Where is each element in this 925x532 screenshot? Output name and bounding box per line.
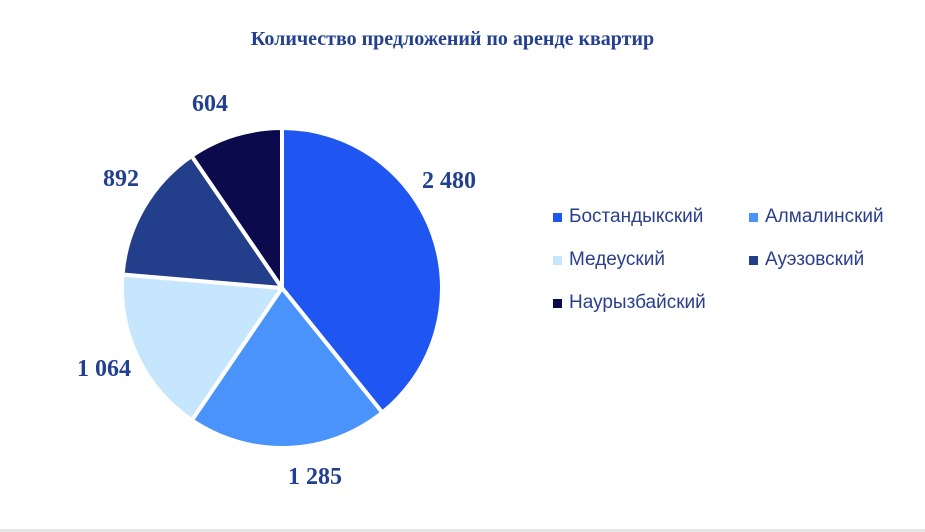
legend-label: Медеуский [569, 249, 665, 270]
chart-title: Количество предложений по аренде квартир [250, 28, 655, 50]
legend-label: Ауэзовский [765, 249, 865, 270]
pie-slice-1 [280, 126, 444, 415]
data-label-5: 604 [192, 91, 228, 117]
legend-swatch [749, 255, 758, 265]
legend-item: Ауэзовский [749, 249, 913, 271]
legend-swatch [553, 212, 562, 222]
pie-slice-3 [120, 272, 284, 423]
legend-swatch [553, 255, 562, 265]
legend-swatch [749, 212, 758, 222]
data-label-3: 1 064 [77, 356, 131, 382]
legend-swatch [553, 298, 562, 308]
legend-label: Наурызбайский [569, 292, 706, 313]
pie-slices [120, 126, 444, 450]
legend-label: Бостандыкский [569, 206, 704, 227]
chart-legend: Бостандыкский Алмалинский Медеуский Ауэзовс… [553, 206, 913, 314]
legend-item: Медеуский [553, 249, 749, 271]
legend-item: Бостандыкский [553, 206, 749, 228]
data-label-2: 1 285 [288, 464, 342, 490]
legend-item: Наурызбайский [553, 292, 749, 314]
pie-slice-4 [120, 153, 284, 290]
pie-data-labels: 2 480 1 285 1 064 892 604 [77, 91, 476, 490]
legend-label: Алмалинский [765, 206, 884, 227]
data-label-4: 892 [103, 166, 139, 192]
legend-item: Алмалинский [749, 206, 913, 228]
data-label-1: 2 480 [422, 168, 476, 194]
pie-slice-5 [189, 126, 284, 290]
pie-slice-2 [189, 286, 385, 450]
